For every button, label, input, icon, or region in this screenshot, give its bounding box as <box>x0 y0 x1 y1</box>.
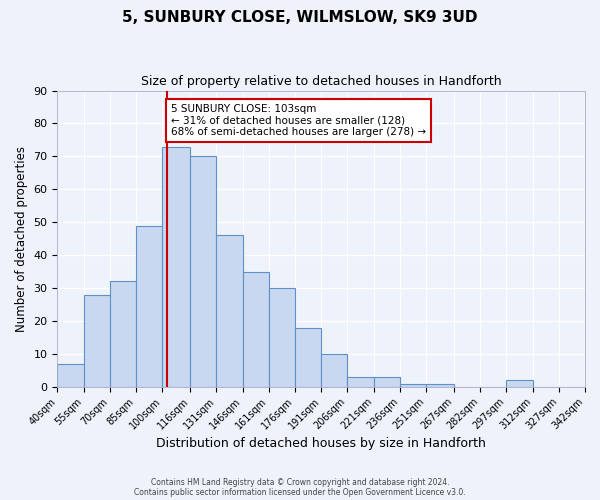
Bar <box>58 364 83 387</box>
Bar <box>162 146 190 387</box>
Bar <box>242 272 269 387</box>
Title: Size of property relative to detached houses in Handforth: Size of property relative to detached ho… <box>141 75 502 88</box>
Bar <box>426 384 454 387</box>
Bar <box>217 236 242 387</box>
Bar <box>190 156 217 387</box>
Bar <box>136 226 162 387</box>
Bar <box>83 294 110 387</box>
Bar <box>506 380 533 387</box>
X-axis label: Distribution of detached houses by size in Handforth: Distribution of detached houses by size … <box>156 437 486 450</box>
Text: 5 SUNBURY CLOSE: 103sqm
← 31% of detached houses are smaller (128)
68% of semi-d: 5 SUNBURY CLOSE: 103sqm ← 31% of detache… <box>171 104 426 137</box>
Bar <box>110 282 136 387</box>
Bar <box>374 377 400 387</box>
Bar <box>321 354 347 387</box>
Text: 5, SUNBURY CLOSE, WILMSLOW, SK9 3UD: 5, SUNBURY CLOSE, WILMSLOW, SK9 3UD <box>122 10 478 25</box>
Bar <box>347 377 374 387</box>
Bar <box>295 328 321 387</box>
Bar <box>400 384 426 387</box>
Bar <box>269 288 295 387</box>
Text: Contains HM Land Registry data © Crown copyright and database right 2024.
Contai: Contains HM Land Registry data © Crown c… <box>134 478 466 497</box>
Y-axis label: Number of detached properties: Number of detached properties <box>15 146 28 332</box>
